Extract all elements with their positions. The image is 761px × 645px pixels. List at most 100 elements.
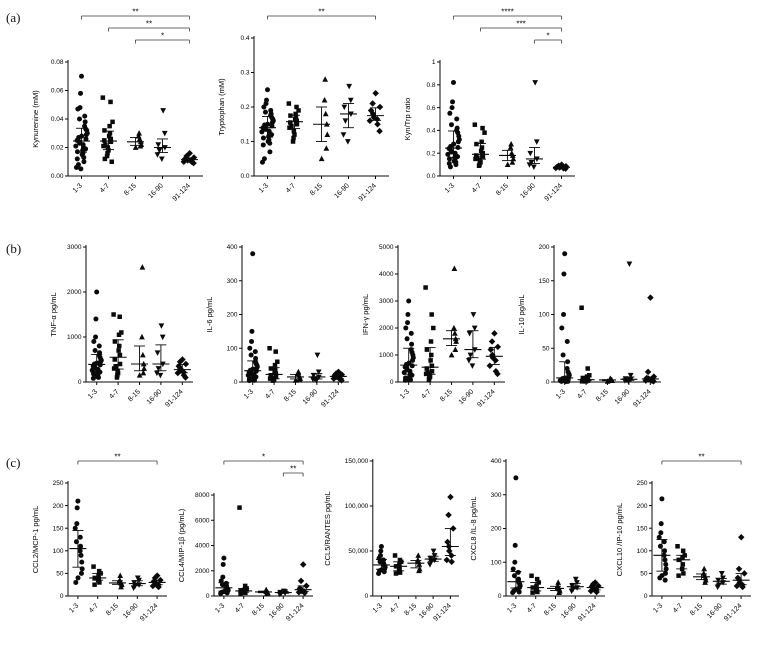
svg-text:150,000: 150,000 [345,458,369,465]
svg-text:**: ** [146,20,152,29]
svg-text:4-7: 4-7 [285,182,297,194]
scatter-plot-svg: 0 100 200 300 400 IL-6 pg/mL 1-3 4-7 8-15 16-90 91… [205,244,349,409]
panel-label-c: (c) [6,455,21,470]
svg-text:4000: 4000 [195,543,210,550]
svg-text:1: 1 [432,59,436,66]
svg-text:4-7: 4-7 [526,602,538,614]
svg-text:0.0: 0.0 [240,173,249,180]
svg-text:0: 0 [60,593,64,600]
svg-text:0: 0 [546,379,550,386]
svg-text:*: * [262,453,265,462]
svg-text:16-90: 16-90 [458,388,476,406]
svg-text:1-3: 1-3 [444,182,456,194]
svg-text:2000: 2000 [67,289,82,296]
svg-text:**: ** [318,8,324,17]
svg-text:0.6: 0.6 [426,105,435,112]
panel-row-a: (a) 0.00 0.02 0.04 0.06 0.08 Kynurenine (mM) 1… [6,8,761,213]
svg-text:1-3: 1-3 [68,602,80,614]
svg-text:91-124: 91-124 [358,182,378,202]
svg-text:100: 100 [539,312,550,319]
svg-text:8-15: 8-15 [543,602,558,617]
svg-text:200: 200 [491,526,502,533]
svg-text:0.4: 0.4 [240,35,249,42]
svg-text:8-15: 8-15 [283,388,298,403]
svg-text:16-90: 16-90 [268,602,286,620]
svg-text:0: 0 [644,593,648,600]
svg-text:16-90: 16-90 [519,182,537,200]
svg-text:3000: 3000 [67,244,82,251]
chart-ifn-gamma: 0 1000 2000 3000 4000 5000 IFN-γ pg/mL 1-3 4-7 8-… [360,239,510,419]
svg-text:CCL2/MCP-1 pg/mL: CCL2/MCP-1 pg/mL [31,506,40,574]
svg-text:4-7: 4-7 [576,388,588,400]
svg-text:1-3: 1-3 [214,602,226,614]
scatter-plot-svg: 0 50,000 100,000 150,000 CCL5/RANTES pg/mL 1-… [323,458,459,623]
svg-text:0.08: 0.08 [51,59,64,66]
panel-c-charts: 0 50 100 150 200 250 CCL2/MCP-1 pg/mL 1-3 4-7 8-1… [30,453,756,633]
svg-text:150: 150 [53,525,64,532]
panel-a-charts: 0.00 0.02 0.04 0.06 0.08 Kynurenine (mM) 1-3 4-… [30,8,580,213]
svg-text:1-3: 1-3 [72,182,84,194]
svg-text:400: 400 [491,458,502,465]
svg-text:CCL4/MIP-1β (pg/mL): CCL4/MIP-1β (pg/mL) [177,508,186,582]
svg-text:0.04: 0.04 [51,116,64,123]
svg-text:1-3: 1-3 [506,602,518,614]
svg-text:50,000: 50,000 [348,548,368,555]
svg-text:0: 0 [78,379,82,386]
svg-text:91-124: 91-124 [476,388,496,408]
svg-text:100,000: 100,000 [345,503,369,510]
svg-text:CXCL10 /IP-10 pg/mL: CXCL10 /IP-10 pg/mL [615,503,624,576]
svg-text:CCL5/RANTES pg/mL: CCL5/RANTES pg/mL [323,491,332,566]
scatter-plot-svg: 0 1000 2000 3000 4000 5000 IFN-γ pg/mL 1-3 4-7 8-… [361,244,505,409]
chart-cxcl8-il8: 0 100 200 300 400 CXCL8 /IL-8 pg/mL 1-3 4-7 8-15… [468,453,610,633]
svg-text:TNF-α pg/mL: TNF-α pg/mL [49,292,58,336]
chart-il-10: 0 50 100 150 200 IL-10 pg/mL 1-3 4-7 8-15 16-90 91… [516,239,666,419]
svg-text:150: 150 [539,278,550,285]
svg-text:2000: 2000 [379,325,394,332]
svg-text:91-124: 91-124 [320,388,340,408]
svg-text:0: 0 [206,593,210,600]
svg-text:Kynurenine (mM): Kynurenine (mM) [31,90,40,148]
svg-text:0: 0 [234,379,238,386]
svg-text:4-7: 4-7 [672,602,684,614]
svg-text:50: 50 [56,571,64,578]
svg-text:IL-10 pg/mL: IL-10 pg/mL [517,294,526,334]
svg-text:400: 400 [227,244,238,251]
svg-text:4-7: 4-7 [99,182,111,194]
svg-text:3000: 3000 [379,298,394,305]
scatter-plot-svg: 0 50 100 150 200 250 CXCL10 /IP-10 pg/mL 1-3 4-7… [615,453,751,623]
svg-text:1-3: 1-3 [555,388,567,400]
panel-label-b: (b) [6,241,22,256]
svg-text:*: * [161,32,164,41]
svg-text:100: 100 [637,548,648,555]
scatter-plot-svg: 0 50 100 150 200 IL-10 pg/mL 1-3 4-7 8-15 16-90 91… [517,244,661,409]
svg-text:**: ** [290,465,296,474]
svg-text:IL-6 pg/mL: IL-6 pg/mL [205,297,214,333]
svg-text:1-3: 1-3 [87,388,99,400]
svg-text:91-124: 91-124 [577,602,597,622]
svg-text:0: 0 [365,593,369,600]
svg-text:8-15: 8-15 [123,182,138,197]
svg-text:91-124: 91-124 [164,388,184,408]
scatter-plot-svg: 0.00 0.02 0.04 0.06 0.08 Kynurenine (mM) 1-3 4-… [31,8,203,203]
svg-text:100: 100 [227,345,238,352]
svg-text:16-90: 16-90 [147,182,165,200]
svg-text:2000: 2000 [195,568,210,575]
svg-text:1-3: 1-3 [652,602,664,614]
svg-text:91-124: 91-124 [172,182,192,202]
svg-text:1-3: 1-3 [372,602,384,614]
chart-cxcl10-ip10: 0 50 100 150 200 250 CXCL10 /IP-10 pg/mL 1-3 4-7… [614,453,756,633]
svg-text:6000: 6000 [195,517,210,524]
svg-text:300: 300 [491,492,502,499]
panel-label-a: (a) [6,10,21,25]
svg-text:16-90: 16-90 [706,602,724,620]
svg-text:16-90: 16-90 [614,388,632,406]
svg-text:8-15: 8-15 [595,388,610,403]
chart-tnf-alpha: 0 1000 2000 3000 TNF-α pg/mL 1-3 4-7 8-15 16-90 9… [48,239,198,419]
svg-text:91-124: 91-124 [139,602,159,622]
chart-ccl4-mip1b: 0 2000 4000 6000 8000 CCL4/MIP-1β (pg/mL) 1-3 4… [176,453,318,633]
svg-text:0.0: 0.0 [426,173,435,180]
svg-text:1-3: 1-3 [243,388,255,400]
svg-text:200: 200 [227,312,238,319]
svg-text:1000: 1000 [67,334,82,341]
